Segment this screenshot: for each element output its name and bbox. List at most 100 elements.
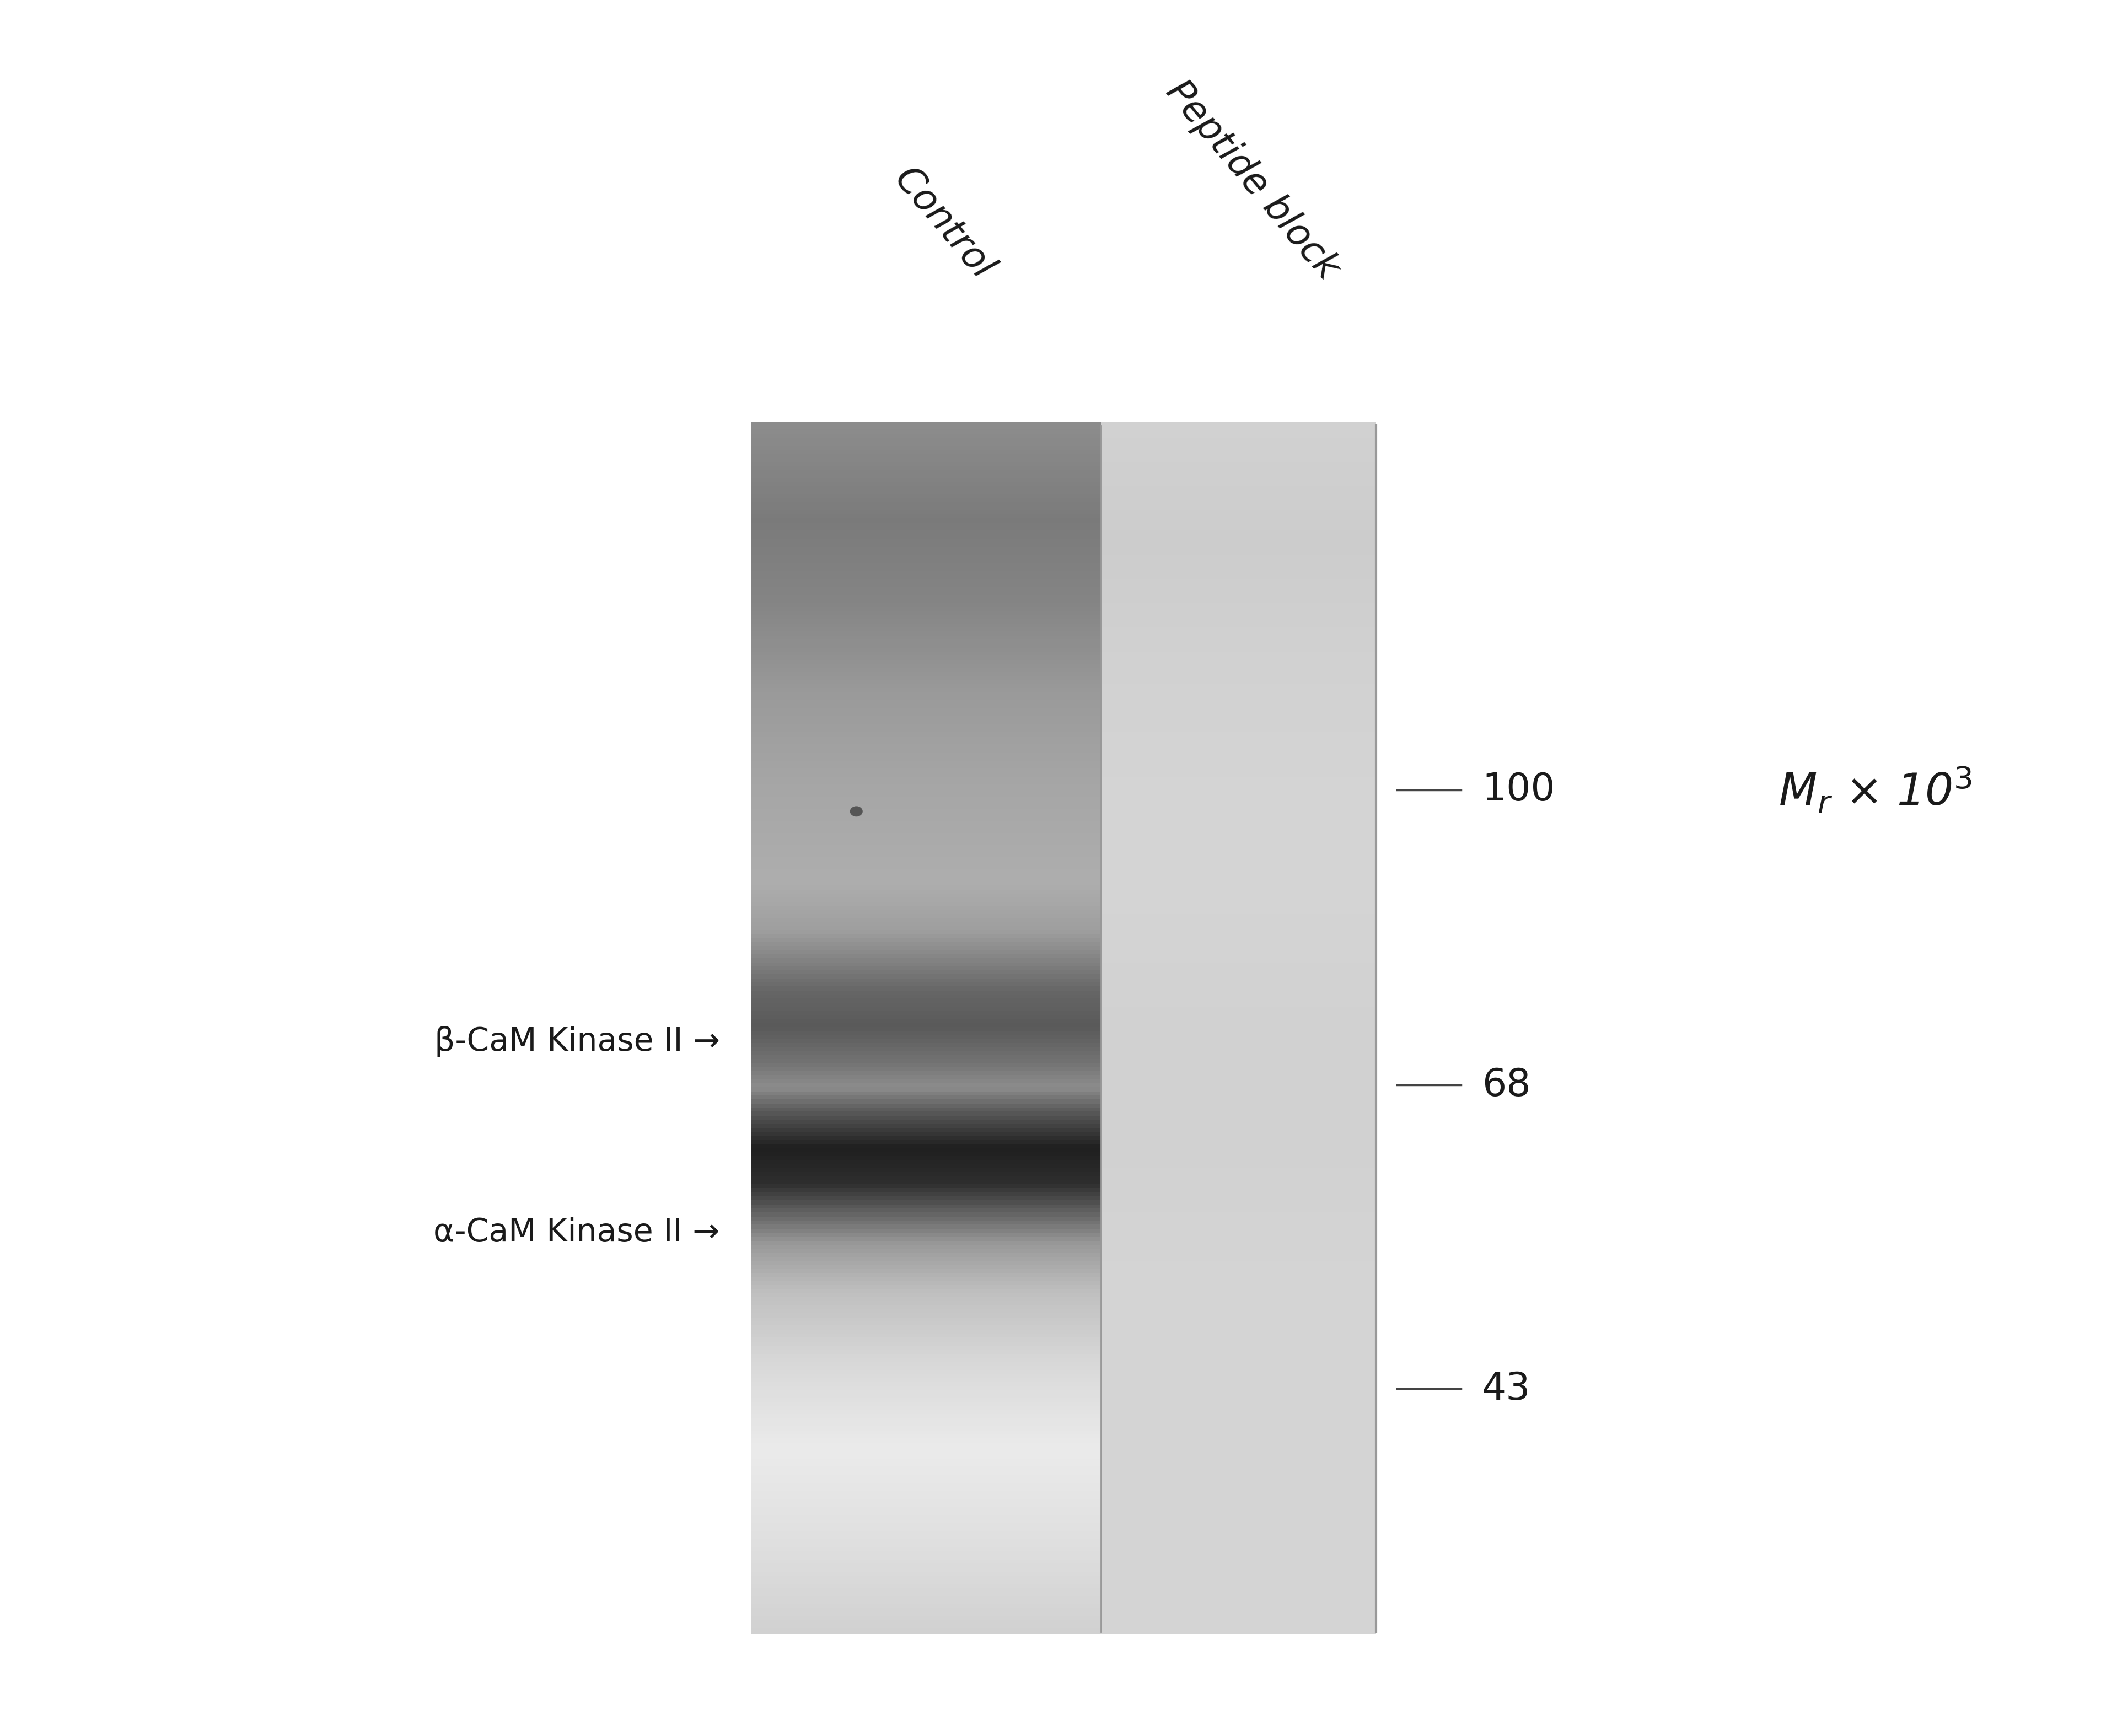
Bar [1101,837,1376,844]
Bar [752,1354,1101,1359]
Bar [752,806,1101,811]
Bar [752,1458,1101,1465]
Bar [752,1342,1101,1347]
Bar [752,434,1101,439]
Bar [1101,1434,1376,1441]
Bar [752,1007,1101,1012]
Bar [1101,830,1376,835]
Bar [1101,1463,1376,1469]
Bar [752,1217,1101,1222]
Bar [752,967,1101,972]
Bar [752,833,1101,838]
Bar [1101,519,1376,524]
Bar [1101,1422,1376,1429]
Bar [1101,1285,1376,1292]
Bar [1101,967,1376,972]
Bar [1101,934,1376,939]
Bar [1101,502,1376,509]
Bar [1101,930,1376,936]
Bar [1101,1391,1376,1396]
Bar [1101,1184,1376,1189]
Bar [752,644,1101,649]
Bar [1101,1050,1376,1057]
Bar [752,1378,1101,1384]
Bar [752,632,1101,637]
Bar [1101,450,1376,455]
Bar [1101,1370,1376,1375]
Bar [1101,675,1376,682]
Bar [752,1116,1101,1121]
Bar [1101,1281,1376,1286]
Bar [752,1483,1101,1488]
Bar [752,1559,1101,1566]
Bar [1101,849,1376,856]
Bar [1101,656,1376,661]
Bar [752,1099,1101,1106]
Bar [1101,681,1376,686]
Bar [752,889,1101,896]
Bar [1101,1212,1376,1219]
Bar [1101,785,1376,790]
Bar [1101,1547,1376,1554]
Bar [1101,1628,1376,1634]
Bar [1101,1470,1376,1477]
Bar [752,693,1101,698]
Bar [752,736,1101,741]
Bar [1101,696,1376,701]
Bar [752,1236,1101,1243]
Bar [752,1330,1101,1335]
Bar [1101,1208,1376,1213]
Bar [752,1470,1101,1477]
Bar [752,531,1101,536]
Bar [752,635,1101,641]
Bar [752,1257,1101,1262]
Bar [1101,1055,1376,1061]
Bar [752,995,1101,1000]
Bar [752,672,1101,677]
Bar [1101,1528,1376,1533]
Bar [752,979,1101,984]
Bar [752,1531,1101,1536]
Bar [752,797,1101,802]
Bar [752,1604,1101,1609]
Bar [1101,1616,1376,1621]
Bar [1101,1349,1376,1356]
Bar [1101,979,1376,984]
Bar [1101,1248,1376,1255]
Bar [752,608,1101,613]
Bar [1101,1305,1376,1311]
Bar [752,943,1101,948]
Bar [1101,1062,1376,1069]
Bar [1101,1543,1376,1549]
Bar [752,1571,1101,1578]
Bar [752,1272,1101,1279]
Bar [1101,1031,1376,1036]
Bar [1101,901,1376,908]
Bar [752,681,1101,686]
Bar [1101,1314,1376,1319]
Bar [1101,538,1376,545]
Bar [752,1245,1101,1250]
Bar [1101,458,1376,464]
Bar [752,547,1101,552]
Bar [752,1180,1101,1186]
Bar [752,1333,1101,1338]
Bar [752,687,1101,694]
Bar [1101,1613,1376,1618]
Bar [752,1608,1101,1614]
Bar [1101,1559,1376,1566]
Bar [752,745,1101,750]
Bar [1101,1038,1376,1045]
Bar [752,1233,1101,1238]
Bar [752,1062,1101,1069]
Bar [1101,543,1376,549]
Bar [752,1564,1101,1569]
Bar [1101,1272,1376,1279]
Bar [1101,1128,1376,1134]
Bar [752,1370,1101,1375]
Bar [1101,1196,1376,1201]
Bar [752,535,1101,540]
Bar [1101,507,1376,512]
Bar [752,1588,1101,1594]
Bar [1101,623,1376,628]
